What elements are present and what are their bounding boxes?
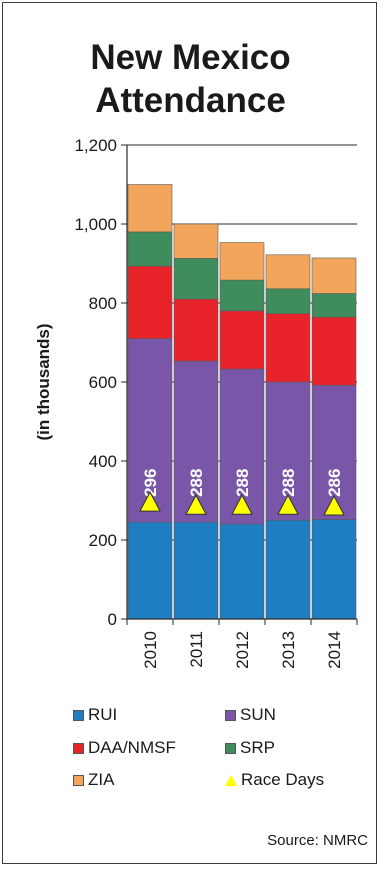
y-tick-label: 800 [89, 294, 117, 313]
bar-segment-rui [219, 523, 265, 620]
race-days-label: 296 [141, 469, 160, 497]
bar-segment-daa-nmsf [265, 313, 311, 383]
bar-segment-daa-nmsf [219, 310, 265, 370]
bars: 296 288 288 288 286 [127, 184, 357, 620]
bar-segment-daa-nmsf [311, 316, 357, 386]
y-tick-label: 400 [89, 452, 117, 471]
y-tick-label: 1,200 [74, 136, 117, 155]
y-axis-label: (in thousands) [34, 323, 53, 440]
race-days-marker [323, 494, 345, 516]
x-tick-label: 2011 [187, 631, 206, 668]
bar-segment-daa-nmsf [173, 298, 219, 362]
axis-labels: 0 200 400 600 800 1,000 1,200 2010 2011 2012 2013 2… [34, 136, 344, 669]
x-tick-label: 2012 [233, 631, 252, 669]
bar-segment-zia [265, 254, 311, 290]
source-note: Source: NMRC [267, 832, 368, 849]
bar-segment-zia [311, 257, 357, 294]
x-tick-label: 2014 [325, 631, 344, 669]
y-tick-label: 600 [89, 373, 117, 392]
bar-segment-rui [311, 519, 357, 620]
bar-segment-zia [219, 242, 265, 281]
race-days-marker [185, 494, 207, 515]
bar-segment-rui [265, 519, 311, 620]
race-days-marker [139, 491, 161, 512]
chart-title-line-2: Attendance [95, 81, 286, 120]
race-days-marker [231, 494, 253, 515]
bar-segment-zia [127, 184, 173, 233]
axes [121, 144, 358, 625]
bar-segment-srp [173, 258, 219, 300]
chart-title-line-1: New Mexico [90, 38, 291, 77]
chart-title: New Mexico Attendance [3, 36, 378, 122]
bar-segment-srp [127, 231, 173, 267]
race-days-label: 288 [233, 469, 252, 497]
attendance-chart: 296 288 288 288 286 0 200 400 600 800 1,000 1,200 2… [34, 136, 358, 669]
y-tick-label: 200 [89, 531, 117, 550]
bar-segment-srp [311, 293, 357, 318]
y-tick-label: 1,000 [74, 215, 117, 234]
bar-segment-daa-nmsf [127, 265, 173, 339]
x-tick-label: 2013 [279, 631, 298, 669]
race-days-label: 286 [325, 469, 344, 497]
bar-segment-rui [127, 521, 173, 620]
race-days-label: 288 [279, 469, 298, 497]
y-tick-label: 0 [108, 610, 117, 629]
race-days-marker [277, 494, 299, 515]
x-tick-label: 2010 [141, 631, 160, 669]
bar-segment-rui [173, 521, 219, 620]
race-days-label: 288 [187, 469, 206, 497]
bar-segment-zia [173, 223, 219, 259]
bar-segment-srp [265, 288, 311, 314]
bar-segment-srp [219, 279, 265, 312]
